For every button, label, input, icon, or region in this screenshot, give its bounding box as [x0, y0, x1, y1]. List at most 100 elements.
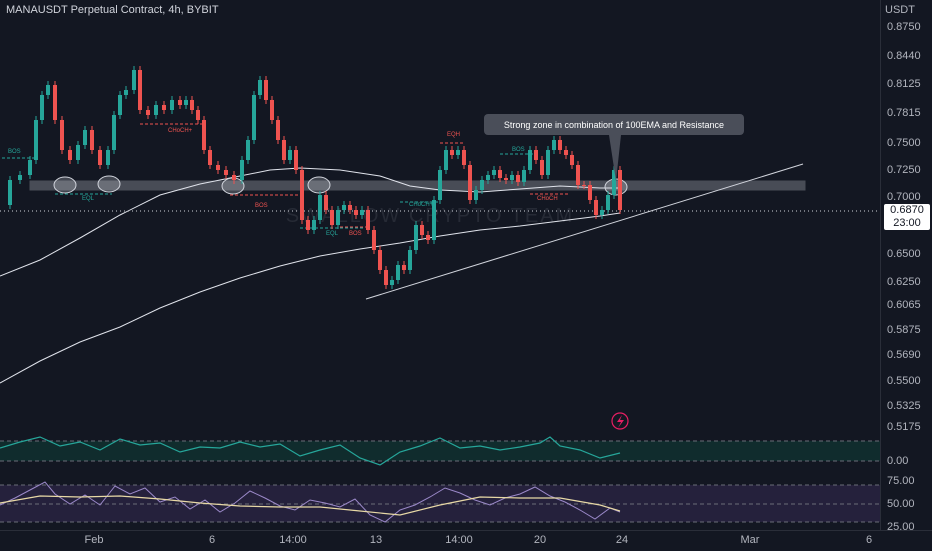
bos-label: BOS: [512, 147, 525, 153]
candle-body: [288, 150, 292, 160]
time-tick: 6: [208, 534, 216, 546]
price-axis[interactable]: USDT 0.8750 0.8440 0.8125 0.7815 0.7500 …: [880, 0, 932, 533]
candle-body: [360, 210, 364, 215]
callout-text: Strong zone in combination of 100EMA and…: [504, 120, 724, 130]
candle-body: [40, 95, 44, 120]
candle-body: [378, 250, 382, 270]
candle-body: [582, 185, 586, 186]
candle-body: [444, 150, 448, 170]
time-tick: Feb: [84, 534, 104, 546]
candle-body: [264, 80, 268, 100]
liquidity-marker[interactable]: [307, 176, 331, 194]
candle-body: [76, 145, 80, 160]
candle-body: [196, 110, 200, 120]
candle-body: [306, 220, 310, 230]
candle-body: [154, 105, 158, 115]
support-trendline[interactable]: [365, 163, 804, 300]
candle-body: [112, 115, 116, 150]
candle-body: [276, 120, 280, 140]
candle-body: [498, 170, 502, 178]
candle-body: [546, 150, 550, 175]
candle-body: [384, 270, 388, 285]
candle-body: [252, 95, 256, 140]
candle-body: [312, 220, 316, 230]
candle-body: [330, 210, 334, 225]
lightning-alert-icon[interactable]: [611, 412, 629, 430]
choch-label: CHoCH: [537, 196, 558, 202]
candle-body: [258, 80, 262, 95]
candle-body: [606, 195, 610, 210]
watermark: SWALLOW CRYPTO TEAM: [286, 205, 574, 227]
candle-body: [118, 95, 122, 115]
price-tick: 0.5500: [887, 375, 921, 387]
ema-100-line: [0, 167, 620, 277]
candlesticks[interactable]: [8, 66, 622, 289]
candle-body: [83, 130, 87, 145]
rsi-tick: 75.00: [887, 475, 915, 487]
callout-box[interactable]: Strong zone in combination of 100EMA and…: [484, 114, 744, 181]
candle-body: [18, 175, 22, 180]
price-tick: 0.8440: [887, 50, 921, 62]
candle-body: [480, 180, 484, 190]
time-tick: 14:00: [445, 534, 473, 546]
current-price-tag[interactable]: 0.6870 23:00: [884, 204, 930, 230]
candle-countdown: 23:00: [893, 217, 921, 229]
price-tick: 0.5875: [887, 324, 921, 336]
candle-body: [492, 170, 496, 175]
time-axis[interactable]: Feb 6 14:00 13 14:00 20 24 Mar 6: [0, 530, 932, 551]
candle-body: [60, 120, 64, 150]
candle-body: [354, 210, 358, 215]
candle-body: [438, 170, 442, 200]
resistance-zone[interactable]: [29, 180, 806, 191]
candle-body: [570, 155, 574, 165]
price-tick: 0.6250: [887, 276, 921, 288]
eql-label: EQL: [82, 196, 95, 202]
candle-body: [618, 170, 622, 210]
price-tick: 0.6500: [887, 248, 921, 260]
rsi-pane[interactable]: [0, 481, 880, 523]
candle-body: [558, 140, 562, 150]
candle-body: [414, 225, 418, 250]
candle-body: [300, 170, 304, 220]
liquidity-marker[interactable]: [53, 176, 77, 194]
candle-body: [162, 105, 166, 110]
candle-body: [396, 265, 400, 280]
oscillator-line: [0, 436, 621, 466]
liquidity-marker[interactable]: [97, 175, 121, 193]
liquidity-marker[interactable]: [221, 177, 245, 195]
candle-body: [216, 165, 220, 170]
symbol-title[interactable]: MANAUSDT Perpetual Contract, 4h, BYBIT: [6, 4, 219, 16]
candle-body: [46, 85, 50, 95]
candle-body: [450, 150, 454, 155]
candle-body: [190, 100, 194, 110]
candle-body: [348, 205, 352, 210]
price-tick: 0.7815: [887, 107, 921, 119]
candle-body: [372, 230, 376, 250]
candle-body: [106, 150, 110, 165]
price-tick: 0.5690: [887, 349, 921, 361]
time-tick: 24: [615, 534, 629, 546]
candle-body: [90, 130, 94, 150]
candle-body: [408, 250, 412, 270]
time-tick: Mar: [740, 534, 760, 546]
ema-200-line: [0, 212, 621, 384]
candle-body: [576, 165, 580, 185]
indicator-pane-1[interactable]: [0, 436, 880, 466]
price-tick: 0.5325: [887, 400, 921, 412]
candle-body: [420, 225, 424, 235]
candle-body: [528, 150, 532, 170]
price-chart[interactable]: SWALLOW CRYPTO TEAM BOS EQL CHoCH+ BOS E…: [0, 0, 880, 530]
currency-label: USDT: [885, 4, 915, 16]
rsi-ma-line: [0, 495, 621, 516]
candle-body: [138, 70, 142, 110]
bos-label: BOS: [8, 149, 21, 155]
price-tick: 0.5175: [887, 421, 921, 433]
candle-body: [456, 150, 460, 155]
candle-body: [390, 280, 394, 285]
candle-body: [564, 150, 568, 155]
candle-body: [366, 210, 370, 230]
candle-body: [68, 150, 72, 160]
time-tick: 13: [369, 534, 383, 546]
current-price-value: 0.6870: [890, 204, 924, 216]
rsi-tick: 50.00: [887, 498, 915, 510]
